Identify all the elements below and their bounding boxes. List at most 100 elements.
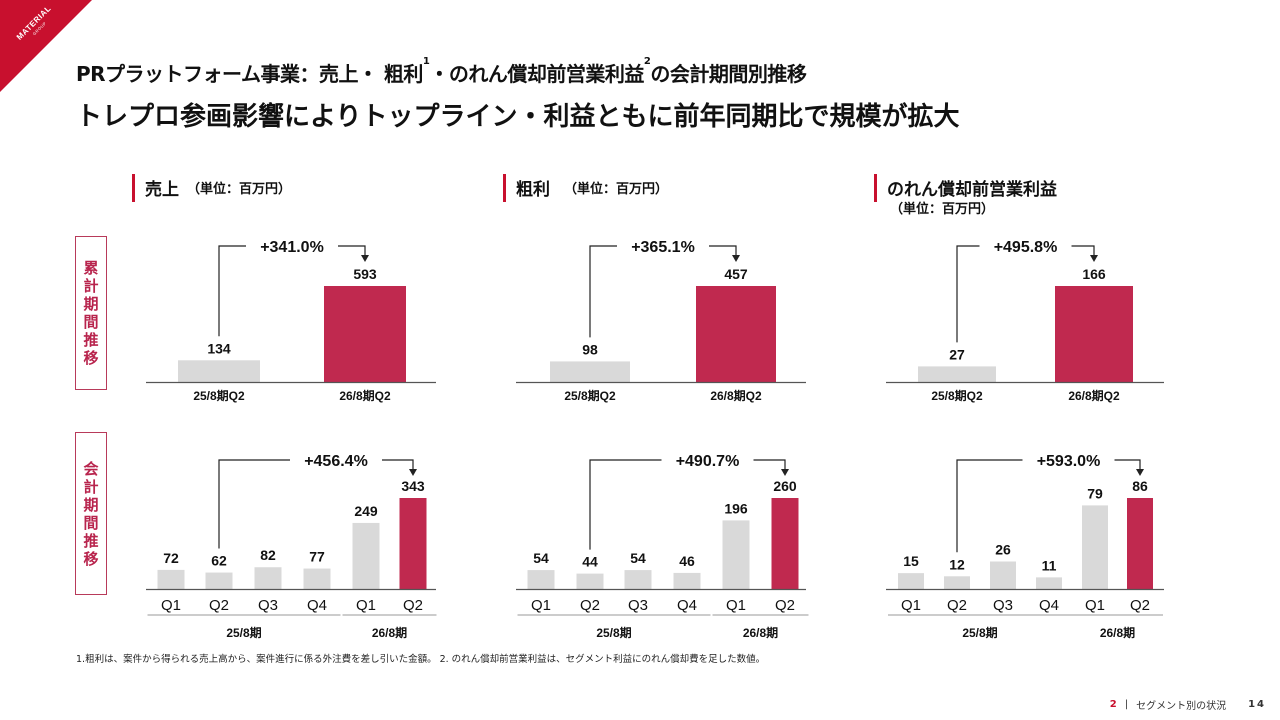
row-label-char: 推 <box>83 531 99 550</box>
x-tick-label: Q3 <box>258 597 278 614</box>
row-label-char: 計 <box>83 277 99 295</box>
bar <box>576 573 604 589</box>
group-label: 26/8期 <box>1100 625 1135 640</box>
brand-corner <box>0 0 92 92</box>
data-label: 457 <box>724 266 748 282</box>
change-arrowhead <box>409 469 417 476</box>
data-label: 593 <box>353 266 377 282</box>
change-bracket-right <box>709 245 737 256</box>
change-label: +456.4% <box>304 453 368 470</box>
change-bracket-left <box>956 459 1023 553</box>
bar <box>254 567 282 589</box>
section-header-operating-profit: のれん償却前営業利益 <box>874 172 1057 202</box>
section-title: 粗利 <box>516 180 550 200</box>
x-tick-label: Q4 <box>677 597 697 614</box>
change-label: +490.7% <box>676 453 740 470</box>
footer: 2 | セグメント別の状況 14 <box>1110 697 1266 712</box>
change-bracket-right <box>382 459 414 470</box>
bar <box>157 569 185 589</box>
group-label: 25/8期 <box>226 625 261 640</box>
section-accent-bar <box>503 174 506 202</box>
change-bracket-right <box>1071 245 1095 256</box>
bar <box>771 498 799 589</box>
bar <box>1082 505 1108 589</box>
bar <box>990 561 1016 589</box>
row-label-char: 期 <box>83 295 99 313</box>
data-label: 77 <box>309 549 325 565</box>
footnote: 1.粗利は、案件から得られる売上高から、案件進行に係る外注費を差し引いた金額。 … <box>76 654 766 665</box>
x-tick-label: Q2 <box>1130 597 1150 614</box>
x-tick-label: Q1 <box>356 597 376 614</box>
x-tick-label: Q3 <box>628 597 648 614</box>
group-label: 26/8期 <box>372 625 407 640</box>
bar <box>205 572 233 589</box>
bar <box>303 568 331 589</box>
change-arrowhead <box>781 469 789 476</box>
row-label-quarterly: 会計期間推移 <box>75 432 107 595</box>
data-label: 166 <box>1082 266 1106 282</box>
row-label-char: 累 <box>83 259 99 277</box>
bar <box>1055 286 1133 382</box>
change-bracket-right <box>338 245 366 256</box>
data-label: 12 <box>949 556 965 572</box>
footer-section-number: 2 <box>1109 699 1117 710</box>
data-label: 27 <box>949 346 965 362</box>
x-tick-label: Q2 <box>775 597 795 614</box>
bar <box>696 286 776 382</box>
data-label: 62 <box>211 553 227 569</box>
x-tick-label: Q4 <box>307 597 327 614</box>
x-tick-label: Q2 <box>403 597 423 614</box>
x-tick-label: Q2 <box>947 597 967 614</box>
data-label: 15 <box>903 553 919 569</box>
bar <box>918 366 996 382</box>
bar <box>898 573 924 589</box>
data-label: 134 <box>207 340 231 356</box>
bar <box>1127 498 1153 589</box>
data-label: 196 <box>724 500 748 516</box>
footnote-ref-2: 2 <box>643 56 651 67</box>
bar <box>178 360 260 382</box>
data-label: 26 <box>995 541 1011 557</box>
change-bracket-left <box>218 245 246 337</box>
change-bracket-left <box>956 245 980 343</box>
data-label: 343 <box>401 478 425 494</box>
bar <box>352 522 380 589</box>
row-label-cumulative: 累計期間推移 <box>75 236 107 390</box>
data-label: 260 <box>773 478 797 494</box>
bar <box>722 520 750 589</box>
bar <box>1036 577 1062 589</box>
change-label: +341.0% <box>260 239 324 256</box>
data-label: 54 <box>630 550 646 566</box>
bar <box>673 572 701 589</box>
data-label: 82 <box>260 547 276 563</box>
x-tick-label: Q1 <box>161 597 181 614</box>
x-tick-label: Q2 <box>209 597 229 614</box>
data-label: 72 <box>163 550 179 566</box>
x-tick-label: Q1 <box>901 597 921 614</box>
data-label: 54 <box>533 550 549 566</box>
bar <box>624 570 652 589</box>
section-accent-bar <box>132 174 135 202</box>
x-tick-label: 25/8期Q2 <box>564 388 616 403</box>
data-label: 98 <box>582 341 598 357</box>
footer-section-name: セグメント別の状況 <box>1136 701 1227 712</box>
page-number: 14 <box>1248 699 1266 710</box>
section-unit: （単位：百万円） <box>564 182 669 197</box>
change-arrowhead <box>732 255 740 262</box>
x-tick-label: Q3 <box>993 597 1013 614</box>
change-bracket-left <box>589 459 662 550</box>
change-label: +593.0% <box>1037 453 1101 470</box>
headline: トレプロ参画影響によりトップライン・利益ともに前年同期比で規模が拡大 <box>76 102 960 132</box>
data-label: 11 <box>1042 557 1057 573</box>
change-bracket-right <box>753 459 786 470</box>
x-tick-label: Q1 <box>726 597 746 614</box>
row-label-char: 移 <box>83 349 99 367</box>
row-label-char: 計 <box>83 477 99 496</box>
row-label-char: 間 <box>83 313 99 331</box>
change-label: +365.1% <box>631 239 695 256</box>
section-accent-bar <box>874 174 877 202</box>
section-title: 売上 <box>145 180 179 200</box>
bar <box>944 576 970 589</box>
data-label: 46 <box>679 553 695 569</box>
section-unit: （単位：百万円） <box>187 182 292 197</box>
